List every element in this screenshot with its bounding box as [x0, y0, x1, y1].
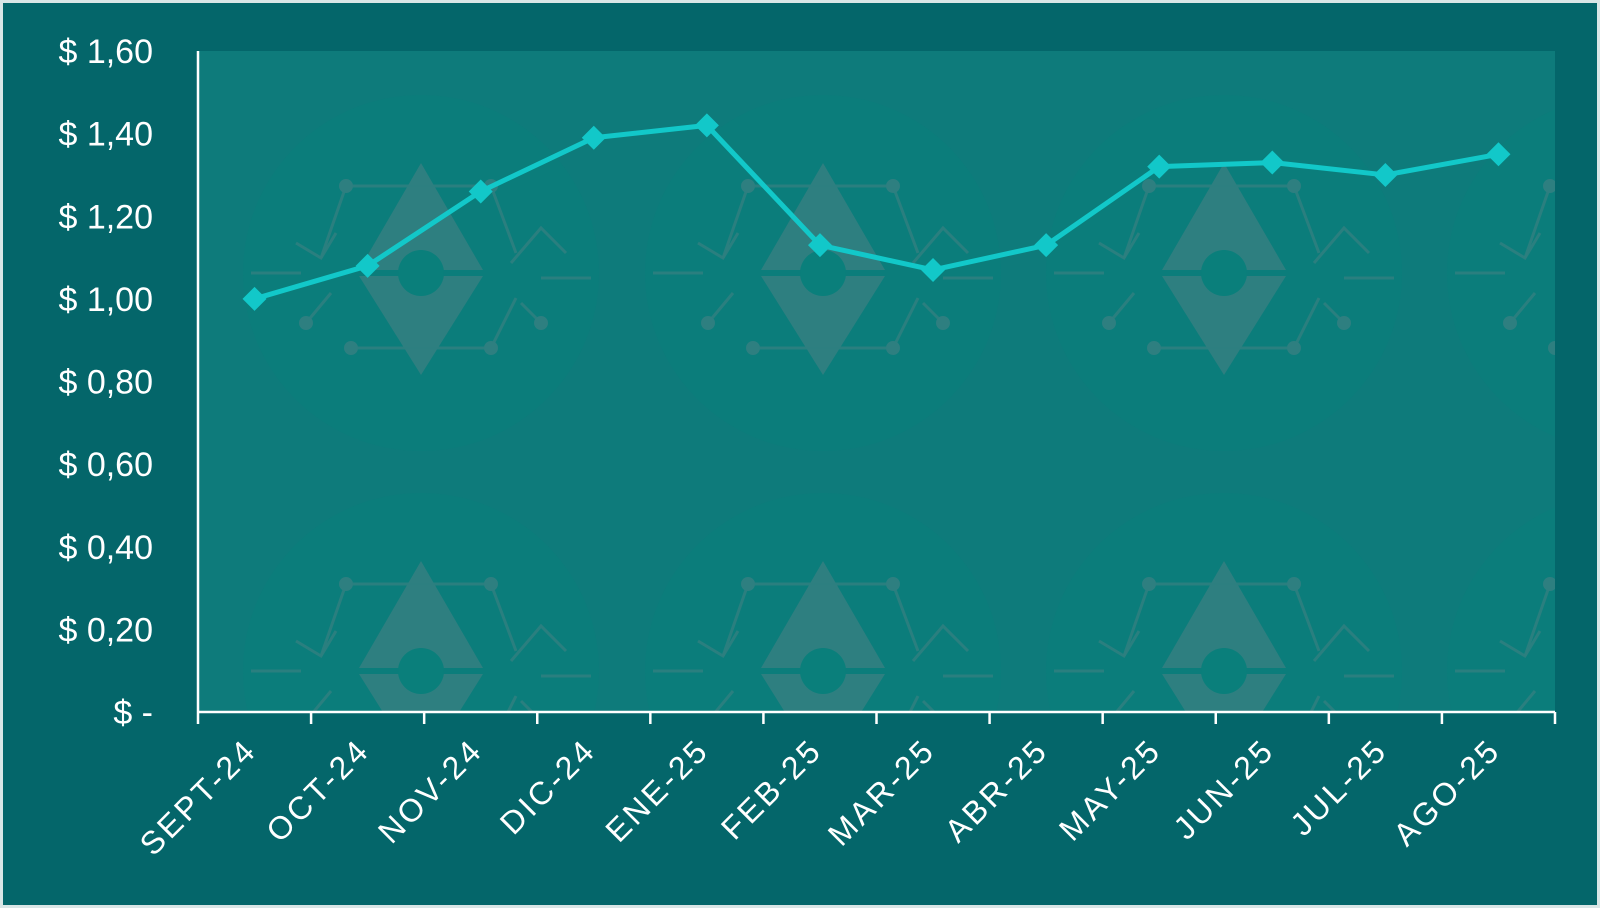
series-line-path: [253, 122, 1499, 302]
x-tick-label: OCT-24: [259, 731, 376, 848]
y-tick-label: $ -: [113, 694, 153, 732]
x-tick-label: ENE-25: [598, 731, 715, 848]
x-tick-label: NOV-24: [371, 731, 490, 850]
data-point-marker: [1486, 142, 1511, 167]
x-tick-label: AGO-25: [1386, 731, 1507, 852]
watermark-logo: [1046, 95, 1402, 451]
data-point-marker: [1034, 233, 1059, 258]
y-tick-labels: $ - $ 0,20 $ 0,40 $ 0,60 $ 0,80 $ 1,00 $ 1,20 $…: [58, 33, 153, 732]
data-point-marker: [694, 113, 719, 138]
data-point-marker: [807, 233, 832, 258]
x-tick-label: ABR-25: [938, 731, 1055, 848]
watermark-logo: [645, 95, 1001, 451]
y-tick-label: $ 0,60: [58, 446, 153, 484]
x-tick-label: MAY-25: [1052, 731, 1168, 847]
axes: [196, 51, 1557, 724]
data-point-marker: [1260, 150, 1285, 175]
y-tick-label: $ 0,40: [58, 529, 153, 567]
data-point-marker: [242, 286, 267, 311]
data-point-marker: [1147, 154, 1172, 179]
data-point-marker: [468, 179, 493, 204]
data-point-marker: [581, 125, 606, 150]
x-tick-label: DIC-24: [493, 731, 603, 841]
y-tick-label: $ 1,00: [58, 281, 153, 319]
data-point-marker: [1373, 162, 1398, 187]
watermark-logo: [645, 493, 1001, 712]
y-tick-label: $ 1,40: [58, 116, 153, 154]
watermark-logo: [1046, 493, 1402, 712]
x-tick-label: MAR-25: [821, 731, 942, 852]
x-tick-label: JUN-25: [1166, 731, 1281, 846]
watermark-logo: [243, 493, 599, 712]
x-tick-label: SEPT-24: [133, 731, 264, 862]
data-point-marker: [355, 253, 380, 278]
y-tick-label: $ 0,80: [58, 364, 153, 402]
watermark-logo: [243, 95, 599, 451]
watermark-logo: [1447, 109, 1555, 437]
x-tick-label: JUL-25: [1283, 731, 1394, 842]
y-tick-label: $ 0,20: [58, 611, 153, 649]
line-chart: $ - $ 0,20 $ 0,40 $ 0,60 $ 0,80 $ 1,00 $ 1,20 $…: [58, 33, 1557, 862]
watermark-logo: [1447, 507, 1555, 712]
y-tick-label: $ 1,20: [58, 198, 153, 236]
y-tick-label: $ 1,60: [58, 33, 153, 71]
series-line: [242, 113, 1511, 311]
x-tick-label: FEB-25: [714, 731, 829, 846]
data-point-marker: [921, 257, 946, 282]
